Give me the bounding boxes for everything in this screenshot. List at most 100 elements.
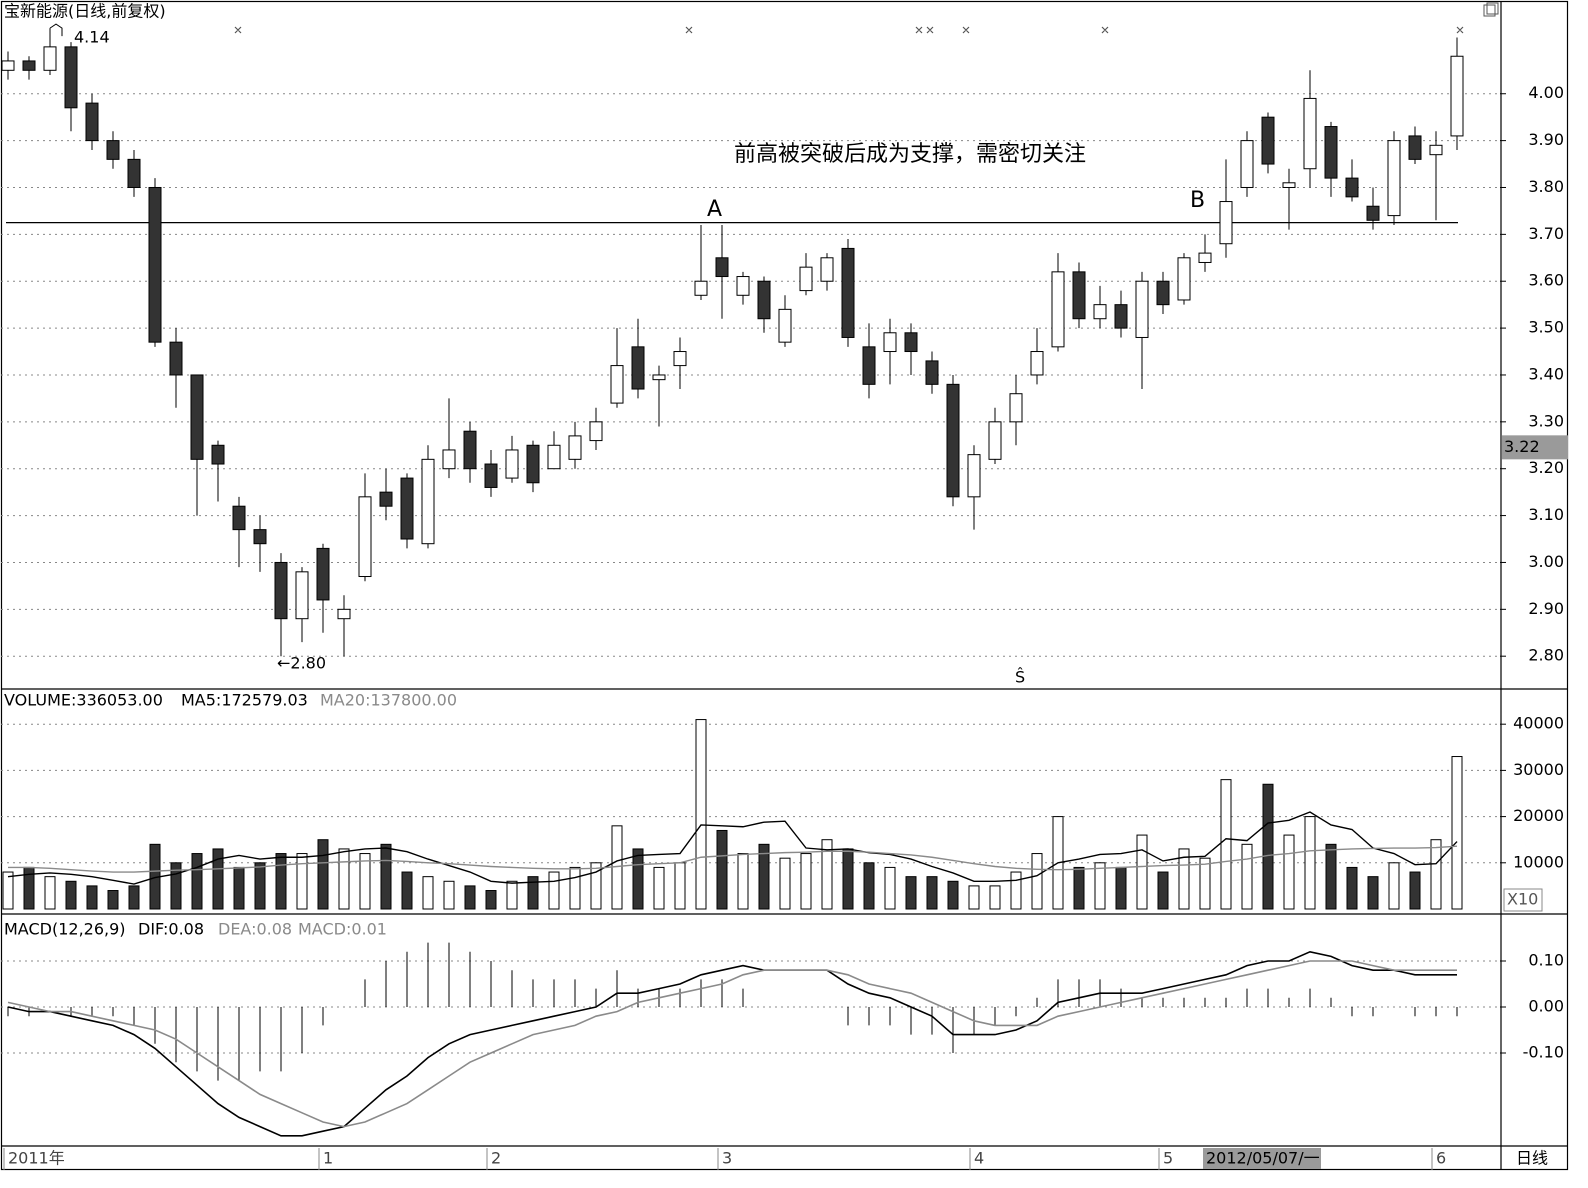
volume-bar	[1304, 816, 1316, 910]
candle-body	[1282, 182, 1296, 188]
legend-ma20: MA20:137800.00	[320, 691, 457, 710]
ma-line	[7, 811, 1458, 885]
candle-body	[1198, 252, 1212, 263]
volume-bar	[212, 848, 224, 910]
y-tick-label: 3.00	[1528, 552, 1564, 571]
candle-body	[988, 421, 1002, 460]
y-tick-label: 3.50	[1528, 318, 1564, 337]
volume-bar	[1346, 866, 1358, 910]
unit-box	[1503, 888, 1543, 912]
candle-body	[484, 463, 498, 488]
y-tick-label: 4.00	[1528, 83, 1564, 102]
volume-bar	[1430, 839, 1442, 910]
cursor-date-box	[1203, 1148, 1321, 1169]
cursor-date: 2012/05/07/一	[1206, 1149, 1320, 1168]
volume-bar	[1388, 862, 1400, 910]
volume-bar	[254, 862, 266, 910]
candle-body	[820, 257, 834, 282]
restore-icon[interactable]	[1483, 4, 1496, 17]
macd-line	[7, 960, 1457, 1128]
candle-body	[568, 435, 582, 460]
candle-body	[1366, 205, 1380, 221]
y-tick-label: 3.70	[1528, 224, 1564, 243]
candle-body	[190, 374, 204, 460]
x-tick-label: 6	[1436, 1149, 1446, 1168]
volume-bar	[884, 866, 896, 910]
candle-body	[925, 360, 939, 385]
candle-body	[274, 561, 288, 620]
candle-body	[946, 383, 960, 498]
volume-bar	[1178, 848, 1190, 910]
y-tick-label: 3.30	[1528, 411, 1564, 430]
candle-body	[778, 308, 792, 343]
volume-bar	[863, 862, 875, 910]
candle-body	[1240, 140, 1254, 188]
candle-body	[106, 140, 120, 160]
volume-bar	[548, 871, 560, 910]
candle-body	[85, 102, 99, 142]
candle-body	[757, 280, 771, 320]
volume-bar	[107, 890, 119, 910]
x-tick-label: 3	[722, 1149, 732, 1168]
event-marker	[234, 26, 1464, 34]
candle-body	[841, 247, 855, 338]
candle-body	[715, 257, 729, 278]
volume-bar	[1031, 853, 1043, 910]
y-tick-label: 20000	[1513, 806, 1564, 825]
volume-bar	[821, 839, 833, 910]
candle-body	[463, 430, 477, 470]
volume-bar	[1073, 866, 1085, 910]
legend-dea: DEA:0.08	[218, 920, 292, 939]
last-price-box	[1502, 435, 1568, 460]
candle-body	[1072, 271, 1086, 320]
volume-bar	[527, 876, 539, 910]
candle-body	[1345, 177, 1359, 198]
candle-body	[1, 60, 15, 71]
volume-bar	[296, 853, 308, 910]
candle-body	[442, 449, 456, 470]
candle-body	[1135, 280, 1149, 338]
annotation: 前高被突破后成为支撑，需密切关注	[734, 142, 1086, 167]
volume-bar	[1136, 834, 1148, 910]
point-label: B	[1190, 188, 1205, 213]
candle-body	[1429, 144, 1443, 156]
window-frame	[0, 0, 1569, 1171]
volume-bar	[275, 853, 287, 910]
volume-bar	[905, 876, 917, 910]
candle-body	[358, 496, 372, 578]
volume-bar	[506, 880, 518, 910]
volume-bar	[1283, 834, 1295, 910]
high-label: 4.14	[74, 28, 110, 47]
candle-body	[232, 505, 246, 531]
volume-bar	[86, 885, 98, 910]
restore-icon[interactable]	[1486, 2, 1499, 15]
volume-bar	[1199, 857, 1211, 910]
volume-bar	[380, 843, 392, 910]
candle-body	[610, 365, 624, 404]
volume-bar	[485, 890, 497, 910]
y-tick-label: 3.80	[1528, 177, 1564, 196]
volume-bar	[1094, 862, 1106, 910]
y-tick-label: 2.90	[1528, 599, 1564, 618]
candle-body	[1261, 116, 1275, 165]
last-price-label: 3.22	[1504, 437, 1540, 456]
volume-bar	[590, 862, 602, 910]
candle-body	[1408, 135, 1422, 160]
candle-body	[1450, 55, 1464, 137]
candle-body	[64, 46, 78, 109]
volume-bar	[317, 839, 329, 910]
volume-bar	[338, 848, 350, 910]
period-label[interactable]: 日线	[1516, 1149, 1548, 1168]
candle-body	[505, 449, 519, 479]
y-tick-label: 3.40	[1528, 364, 1564, 383]
volume-bar	[422, 876, 434, 910]
candle-body	[547, 444, 561, 470]
candle-body	[22, 60, 36, 71]
y-tick-label: 0.00	[1528, 997, 1564, 1016]
volume-bar	[758, 843, 770, 910]
volume-label: VOLUME:336053.00	[4, 691, 163, 710]
candle-body	[1303, 97, 1317, 170]
volume-bar	[2, 871, 14, 910]
volume-bar	[653, 866, 665, 910]
macd-line	[7, 950, 1457, 1137]
